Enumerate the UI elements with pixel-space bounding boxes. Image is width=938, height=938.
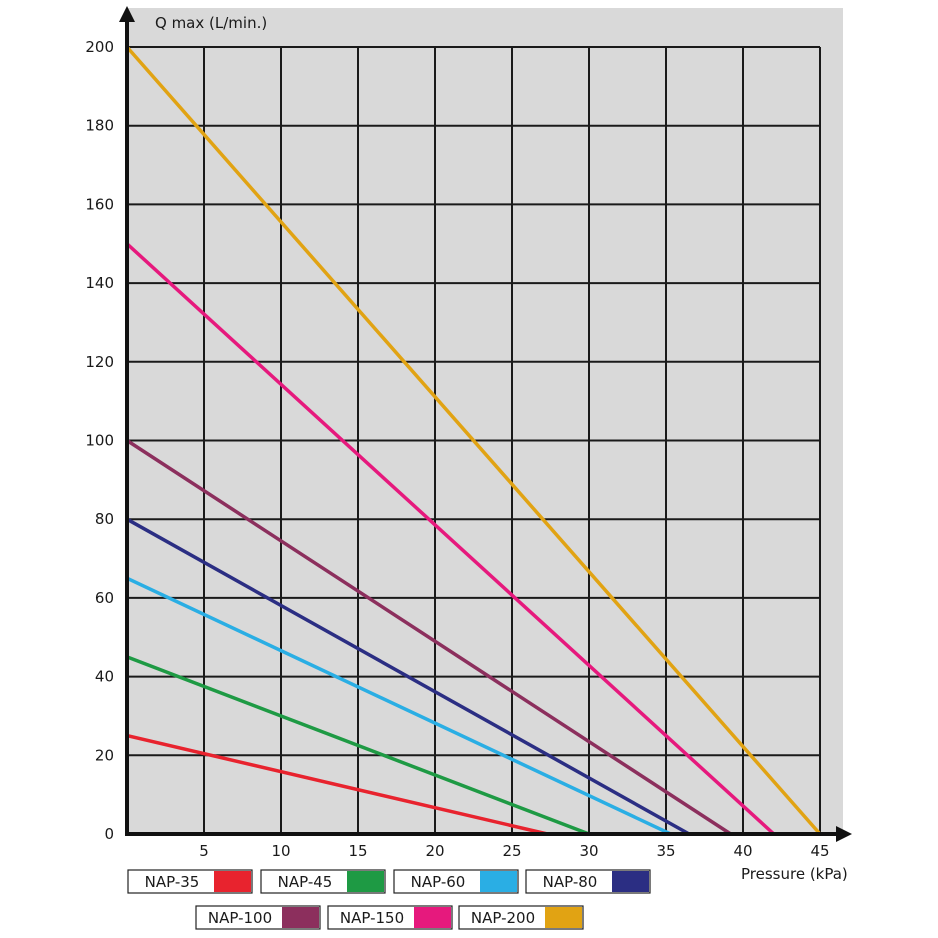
y-tick-label-40: 40 (95, 668, 114, 686)
y-tick-label-120: 120 (85, 353, 114, 371)
legend-label-nap-100: NAP-100 (208, 909, 272, 927)
series-line-nap-35 (126, 733, 548, 836)
axes (119, 6, 852, 842)
x-axis-arrow-icon (836, 826, 852, 842)
legend-label-nap-35: NAP-35 (145, 873, 200, 891)
y-tick-label-60: 60 (95, 589, 114, 607)
x-axis-title: Pressure (kPa) (741, 865, 848, 883)
legend-item-nap-35: NAP-35 (127, 869, 253, 894)
legend-item-nap-100: NAP-100 (195, 905, 321, 930)
x-tick-label-40: 40 (733, 842, 752, 860)
legend-label-nap-80: NAP-80 (543, 873, 598, 891)
series-line-nap-100 (126, 439, 732, 836)
series-lines (125, 45, 822, 836)
x-tick-label-30: 30 (579, 842, 598, 860)
series-line-nap-45 (126, 655, 590, 836)
x-tick-label-5: 5 (199, 842, 209, 860)
legend-swatch-nap-35 (214, 871, 251, 892)
x-tick-label-45: 45 (810, 842, 829, 860)
legend-swatch-nap-45 (347, 871, 384, 892)
legend-swatch-nap-200 (545, 907, 582, 928)
plot-background (127, 8, 843, 834)
legend-item-nap-45: NAP-45 (260, 869, 386, 894)
legend-item-nap-80: NAP-80 (525, 869, 651, 894)
legend-swatch-nap-150 (414, 907, 451, 928)
y-axis-arrow-icon (119, 6, 135, 22)
y-tick-label-0: 0 (104, 825, 114, 843)
y-axis-title: Q max (L/min.) (155, 14, 267, 32)
tick-labels: 0 20 40 60 80 100 120 140 160 180 200 5 10 15 20 25 30 35… (85, 38, 829, 860)
x-tick-label-35: 35 (656, 842, 675, 860)
x-tick-label-10: 10 (271, 842, 290, 860)
y-tick-label-160: 160 (85, 195, 114, 213)
y-tick-label-180: 180 (85, 117, 114, 135)
legend-label-nap-200: NAP-200 (471, 909, 535, 927)
legend-swatch-nap-80 (612, 871, 649, 892)
legend-swatch-nap-60 (480, 871, 517, 892)
x-tick-label-15: 15 (348, 842, 367, 860)
legend-item-nap-150: NAP-150 (327, 905, 453, 930)
legend-label-nap-60: NAP-60 (411, 873, 466, 891)
legend-label-nap-45: NAP-45 (278, 873, 333, 891)
x-tick-label-25: 25 (502, 842, 521, 860)
y-tick-label-100: 100 (85, 432, 114, 450)
legend-item-nap-60: NAP-60 (393, 869, 519, 894)
x-tick-label-20: 20 (425, 842, 444, 860)
y-tick-label-140: 140 (85, 274, 114, 292)
series-line-nap-60 (126, 576, 672, 836)
y-tick-label-80: 80 (95, 510, 114, 528)
legend-item-nap-200: NAP-200 (458, 905, 584, 930)
series-line-nap-150 (125, 242, 775, 836)
legend-swatch-nap-100 (282, 907, 319, 928)
series-line-nap-200 (125, 45, 822, 836)
series-line-nap-80 (126, 517, 690, 836)
legend-label-nap-150: NAP-150 (340, 909, 404, 927)
y-tick-label-200: 200 (85, 38, 114, 56)
y-tick-label-20: 20 (95, 746, 114, 764)
legend: NAP-35 NAP-45 NAP-60 NAP-80 NAP-100 NAP-150 NA… (127, 869, 651, 930)
